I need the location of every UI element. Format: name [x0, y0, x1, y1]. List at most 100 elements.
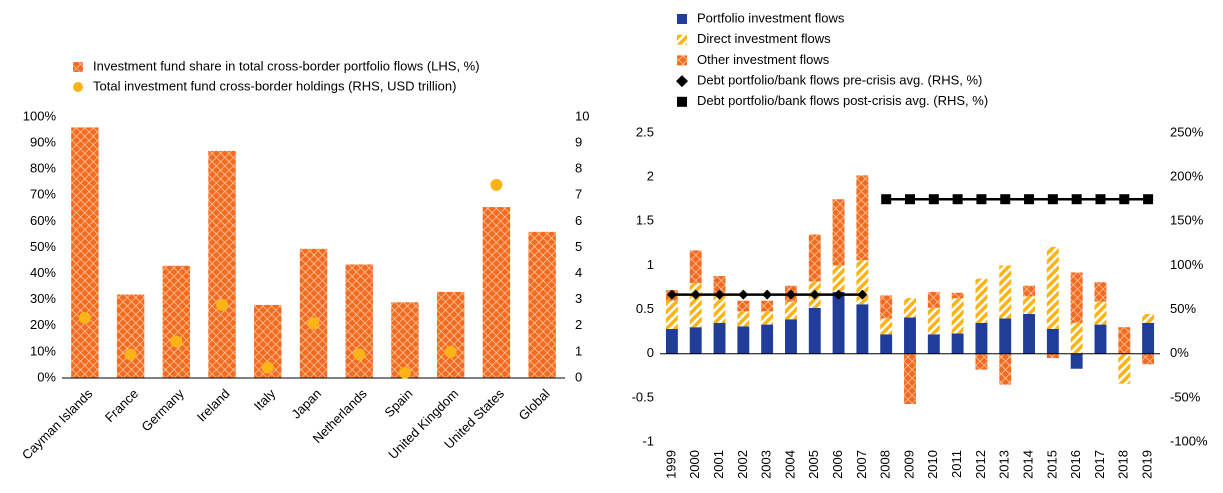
marker — [1095, 194, 1106, 205]
x-tick-label: 2007 — [854, 450, 869, 479]
bar — [927, 307, 940, 335]
x-tick-label: 2014 — [1020, 450, 1035, 479]
y2-tick-label: 4 — [575, 265, 582, 280]
y-tick-label: 60% — [30, 213, 56, 228]
bar — [689, 283, 702, 328]
bar — [1142, 313, 1155, 323]
y2-tick-label: 100% — [1170, 257, 1204, 272]
bar — [737, 300, 750, 312]
y-tick-label: 40% — [30, 265, 56, 280]
bar — [689, 327, 702, 354]
marker — [881, 194, 892, 205]
y2-tick-label: 3 — [575, 291, 582, 306]
marker — [1143, 194, 1154, 205]
bar — [904, 298, 916, 318]
bar — [785, 319, 797, 354]
y2-tick-label: 150% — [1170, 213, 1204, 228]
x-tick-label: Cayman Islands — [19, 386, 96, 463]
marker — [833, 289, 844, 300]
y2-tick-label: 9 — [575, 135, 582, 150]
bar — [999, 265, 1012, 319]
x-tick-label: 2017 — [1092, 450, 1107, 479]
bar — [665, 328, 678, 354]
bar — [1023, 285, 1035, 297]
dot — [307, 317, 320, 330]
x-tick-label: 2004 — [782, 450, 797, 479]
marker — [1024, 194, 1035, 205]
y-tick-label: 20% — [30, 317, 56, 332]
x-tick-label: Japan — [288, 386, 324, 422]
bar — [785, 301, 797, 320]
y-tick-label: 50% — [30, 239, 56, 254]
bar — [832, 199, 845, 266]
marker — [809, 289, 820, 300]
x-tick-label: 1999 — [663, 450, 678, 479]
y-tick-label: -0.5 — [632, 389, 654, 404]
x-tick-label: 2018 — [1116, 450, 1131, 479]
bar — [1142, 353, 1155, 365]
bar — [1070, 322, 1083, 354]
bar — [116, 294, 145, 378]
bar — [880, 295, 893, 319]
bar — [1070, 353, 1083, 369]
bar — [832, 291, 845, 354]
bar — [880, 318, 893, 335]
y2-tick-label: -50% — [1170, 389, 1201, 404]
marker — [1071, 194, 1082, 205]
bar — [713, 296, 726, 323]
marker — [952, 194, 963, 205]
y-tick-label: 30% — [30, 291, 56, 306]
y-tick-label: 10% — [30, 343, 56, 358]
bar — [689, 250, 702, 284]
bar — [808, 307, 821, 354]
dot — [78, 311, 91, 324]
bar — [904, 353, 916, 405]
y2-tick-label: 6 — [575, 213, 582, 228]
bar — [737, 311, 750, 327]
x-tick-label: 2001 — [711, 450, 726, 479]
bar — [904, 317, 916, 354]
legend-swatch — [73, 82, 83, 92]
x-tick-label: Ireland — [194, 386, 233, 425]
bar — [975, 353, 988, 370]
dot — [444, 345, 457, 358]
bar — [999, 353, 1012, 385]
dot — [124, 348, 137, 361]
x-tick-label: 2008 — [878, 450, 893, 479]
bar — [1118, 327, 1131, 354]
marker — [714, 289, 725, 300]
dot — [170, 335, 183, 348]
bar — [999, 318, 1012, 354]
y2-tick-label: 10 — [575, 108, 589, 123]
bar — [1094, 282, 1107, 302]
y2-tick-label: 8 — [575, 161, 582, 176]
y-tick-label: 1 — [647, 257, 654, 272]
x-tick-label: 2011 — [949, 450, 964, 478]
bar — [482, 207, 511, 378]
bar — [1094, 301, 1107, 325]
legend-swatch — [677, 96, 687, 107]
marker — [905, 194, 915, 205]
marker — [1047, 194, 1058, 205]
marker — [928, 194, 939, 205]
marker — [857, 289, 868, 300]
y2-tick-label: 250% — [1170, 124, 1204, 139]
x-tick-label: France — [102, 386, 141, 425]
dot — [353, 348, 366, 361]
bar — [1070, 272, 1083, 323]
bar — [1046, 246, 1059, 329]
marker — [690, 289, 701, 300]
bar — [436, 291, 465, 378]
bar — [1046, 353, 1059, 359]
bar — [927, 334, 940, 354]
x-tick-label: 2019 — [1140, 450, 1155, 479]
bar — [880, 334, 893, 354]
x-tick-label: 2000 — [687, 450, 702, 479]
bar — [975, 278, 988, 323]
legend-label: Total investment fund cross-border holdi… — [93, 78, 456, 93]
bar — [1118, 353, 1131, 384]
x-tick-label: Spain — [381, 386, 415, 420]
bar — [761, 311, 774, 325]
x-tick-label: 2009 — [901, 450, 916, 479]
y2-tick-label: 5 — [575, 239, 582, 254]
